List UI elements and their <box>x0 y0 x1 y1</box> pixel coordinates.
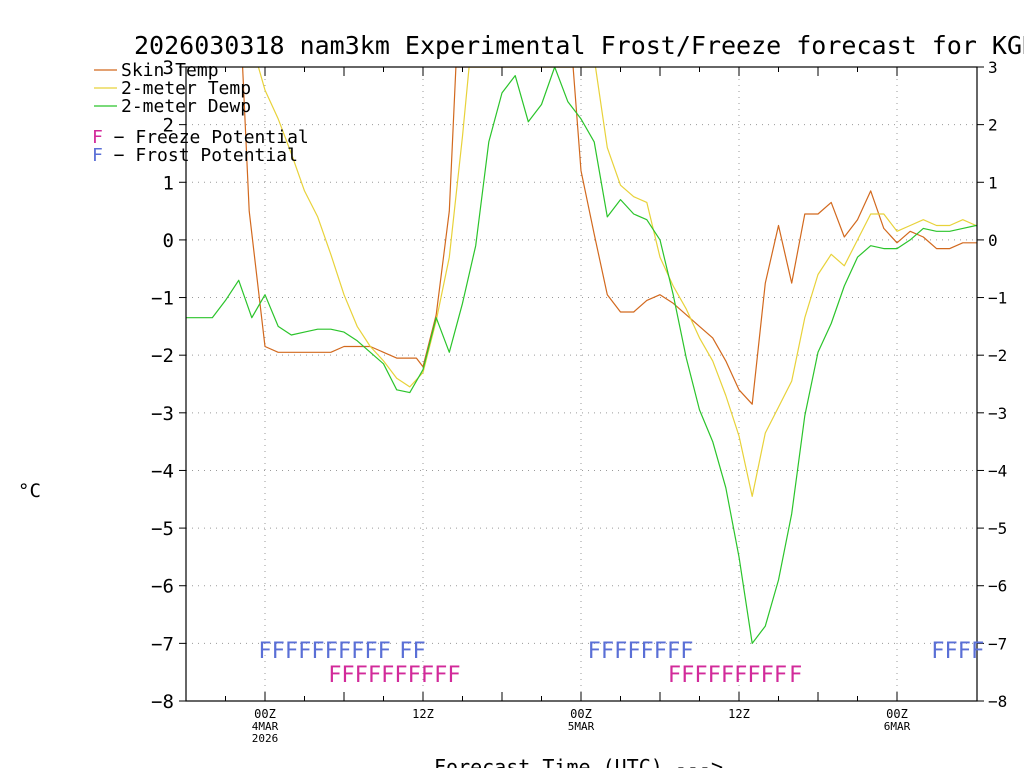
legend-label: 2-meter Temp <box>121 78 251 99</box>
y-tick-label-right: 0 <box>988 231 998 250</box>
plot-frame <box>185 66 978 702</box>
y-tick-label-left: 1 <box>163 172 174 194</box>
series-line-skin-temp <box>242 67 977 405</box>
y-tick-label-right: −6 <box>988 577 1007 596</box>
y-tick-label-left: −4 <box>151 460 174 482</box>
y-tick-label-right: 1 <box>988 173 998 192</box>
potential-legend-text: − Freeze Potential <box>103 127 309 148</box>
series-line-2-meter-temp <box>242 67 977 497</box>
y-tick-label-left: 0 <box>163 230 174 252</box>
freeze-potential-marks: FFFFFFFFFF <box>328 663 460 688</box>
y-tick-label-right: 2 <box>988 116 998 135</box>
chart-title: 2026030318 nam3km Experimental Frost/Fre… <box>134 31 1024 60</box>
x-tick-label: 4MAR <box>252 720 279 733</box>
freeze-potential-marks: F <box>789 663 802 688</box>
legend-label: Skin Temp <box>121 60 219 81</box>
freeze-potential-marks: FFFFFFFFF <box>668 663 787 688</box>
x-tick-label: 00Z <box>254 707 276 721</box>
y-tick-label-left: −1 <box>151 288 174 310</box>
y-tick-label-left: −5 <box>151 518 174 540</box>
gridlines <box>186 67 977 701</box>
x-tick-label: 12Z <box>412 707 434 721</box>
x-tick-label: 00Z <box>886 707 908 721</box>
frost-potential-marks: FFFF <box>931 639 984 664</box>
y-tick-label-right: −8 <box>988 692 1007 711</box>
y-axis: −8 −8 −7 −7 −6 −6 −5 −5 −4 −4 −3 −3 −2 −2 −1 −1 0 0 1 1 2 2 3 3 <box>151 57 1007 713</box>
y-axis-label: °C <box>18 480 41 502</box>
potential-legend-entry: F − Freeze Potential <box>92 127 309 148</box>
y-tick-label-left: −8 <box>151 691 174 713</box>
potential-legend-text: − Frost Potential <box>103 145 298 166</box>
series-lines <box>186 67 977 645</box>
y-tick-label-left: −7 <box>151 633 174 655</box>
frost-potential-marks: FFFFFFFFFF <box>258 639 390 664</box>
y-tick-label-right: −1 <box>988 289 1007 308</box>
x-axis-label: Forecast Time (UTC) ---> <box>434 755 723 768</box>
potential-legend-letter: F <box>92 145 103 166</box>
y-tick-label-right: −2 <box>988 346 1007 365</box>
y-tick-label-left: −3 <box>151 403 174 425</box>
y-tick-label-right: 3 <box>988 58 998 77</box>
potential-legend-letter: F <box>92 127 103 148</box>
y-tick-label-right: −5 <box>988 519 1007 538</box>
x-tick-label: 5MAR <box>568 720 595 733</box>
frost-potential-marks: FF <box>399 639 426 664</box>
x-tick-label: 6MAR <box>884 720 911 733</box>
y-tick-label-right: −3 <box>988 404 1007 423</box>
y-tick-label-right: −4 <box>988 461 1007 480</box>
y-tick-label-left: 2 <box>163 115 174 137</box>
x-tick-label: 12Z <box>728 707 750 721</box>
frost-potential-marks: FFFFFFFF <box>588 639 694 664</box>
y-tick-label-right: −7 <box>988 634 1007 653</box>
x-tick-label: 00Z <box>570 707 592 721</box>
series-line-2-meter-dewp <box>186 67 977 645</box>
y-tick-label-left: −6 <box>151 576 174 598</box>
y-tick-label-left: −2 <box>151 345 174 367</box>
y-tick-label-left: 3 <box>163 57 174 79</box>
legend-label: 2-meter Dewp <box>121 96 251 117</box>
x-tick-label: 2026 <box>252 732 279 745</box>
potential-legend-entry: F − Frost Potential <box>92 145 298 166</box>
